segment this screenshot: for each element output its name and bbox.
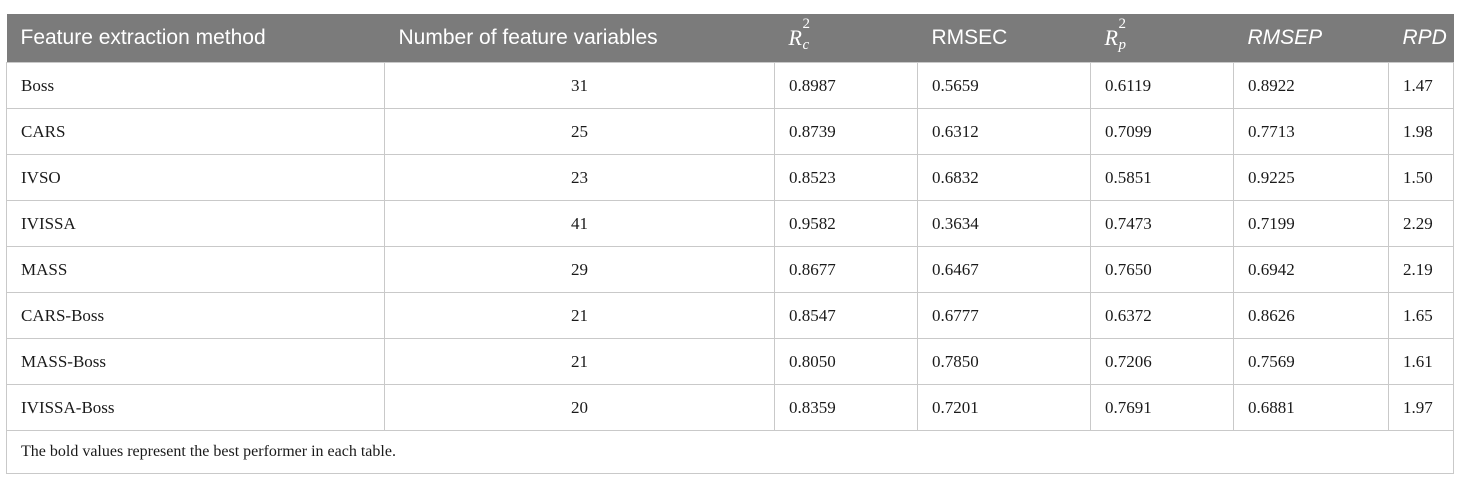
header-method: Feature extraction method <box>6 14 385 63</box>
cell-num-vars: 21 <box>384 338 775 385</box>
cell-rpd: 1.50 <box>1388 154 1454 201</box>
table-row: MASS-Boss 21 0.8050 0.7850 0.7206 0.7569… <box>6 338 1454 385</box>
table-row: Boss 31 0.8987 0.5659 0.6119 0.8922 1.47 <box>6 62 1454 109</box>
cell-rpd: 2.29 <box>1388 200 1454 247</box>
cell-rp2: 0.5851 <box>1090 154 1234 201</box>
cell-num-vars: 20 <box>384 384 775 431</box>
cell-rpd: 1.61 <box>1388 338 1454 385</box>
rc2-sup: 2 <box>802 16 811 32</box>
table-row: IVSO 23 0.8523 0.6832 0.5851 0.9225 1.50 <box>6 154 1454 201</box>
cell-rmsep: 0.7569 <box>1233 338 1389 385</box>
cell-rpd: 1.97 <box>1388 384 1454 431</box>
footnote-row: The bold values represent the best perfo… <box>6 430 1454 474</box>
cell-rp2: 0.7650 <box>1090 246 1234 293</box>
cell-rmsec: 0.7201 <box>917 384 1091 431</box>
cell-rc2: 0.8359 <box>774 384 918 431</box>
cell-method: CARS <box>6 108 385 155</box>
header-rpd-text: RPD <box>1402 26 1447 49</box>
rp2-sup: 2 <box>1118 16 1127 32</box>
cell-rmsec: 0.7850 <box>917 338 1091 385</box>
cell-rc2: 0.8547 <box>774 292 918 339</box>
cell-method: IVISSA-Boss <box>6 384 385 431</box>
table-row: CARS-Boss 21 0.8547 0.6777 0.6372 0.8626… <box>6 292 1454 339</box>
header-row: Feature extraction method Number of feat… <box>6 14 1454 63</box>
cell-rmsep: 0.6942 <box>1233 246 1389 293</box>
cell-num-vars: 41 <box>384 200 775 247</box>
header-rpd: RPD <box>1388 14 1454 63</box>
cell-num-vars: 25 <box>384 108 775 155</box>
cell-num-vars: 31 <box>384 62 775 109</box>
cell-rmsep: 0.9225 <box>1233 154 1389 201</box>
header-rmsec: RMSEC <box>917 14 1091 63</box>
header-rmsep: RMSEP <box>1233 14 1389 63</box>
cell-method: CARS-Boss <box>6 292 385 339</box>
cell-rmsep: 0.6881 <box>1233 384 1389 431</box>
cell-rc2: 0.8050 <box>774 338 918 385</box>
rp2-base: R <box>1104 25 1118 50</box>
cell-rmsec: 0.6832 <box>917 154 1091 201</box>
cell-rmsep: 0.8922 <box>1233 62 1389 109</box>
cell-rmsep: 0.7713 <box>1233 108 1389 155</box>
cell-method: IVSO <box>6 154 385 201</box>
rp2-sub: p <box>1118 37 1127 53</box>
table-footnote: The bold values represent the best perfo… <box>6 430 1454 474</box>
table-row: IVISSA 41 0.9582 0.3634 0.7473 0.7199 2.… <box>6 200 1454 247</box>
table-header: Feature extraction method Number of feat… <box>6 14 1454 63</box>
cell-rpd: 2.19 <box>1388 246 1454 293</box>
table-row: CARS 25 0.8739 0.6312 0.7099 0.7713 1.98 <box>6 108 1454 155</box>
cell-rmsep: 0.8626 <box>1233 292 1389 339</box>
cell-rpd: 1.65 <box>1388 292 1454 339</box>
table-row: MASS 29 0.8677 0.6467 0.7650 0.6942 2.19 <box>6 246 1454 293</box>
cell-method: MASS <box>6 246 385 293</box>
cell-rc2: 0.8739 <box>774 108 918 155</box>
rc2-base: R <box>788 25 802 50</box>
cell-method: Boss <box>6 62 385 109</box>
header-num-vars: Number of feature variables <box>384 14 775 63</box>
header-rmsep-text: RMSEP <box>1247 26 1323 49</box>
rc2-sub: c <box>802 37 810 53</box>
cell-rmsec: 0.6777 <box>917 292 1091 339</box>
cell-rp2: 0.6372 <box>1090 292 1234 339</box>
cell-rc2: 0.8987 <box>774 62 918 109</box>
cell-rp2: 0.6119 <box>1090 62 1234 109</box>
cell-num-vars: 23 <box>384 154 775 201</box>
cell-rp2: 0.7691 <box>1090 384 1234 431</box>
cell-rc2: 0.8523 <box>774 154 918 201</box>
results-table: Feature extraction method Number of feat… <box>6 14 1454 474</box>
cell-rmsec: 0.3634 <box>917 200 1091 247</box>
cell-rp2: 0.7473 <box>1090 200 1234 247</box>
results-table-container: Feature extraction method Number of feat… <box>6 14 1454 474</box>
cell-rpd: 1.98 <box>1388 108 1454 155</box>
cell-rp2: 0.7099 <box>1090 108 1234 155</box>
cell-num-vars: 29 <box>384 246 775 293</box>
cell-rmsep: 0.7199 <box>1233 200 1389 247</box>
cell-method: IVISSA <box>6 200 385 247</box>
cell-rp2: 0.7206 <box>1090 338 1234 385</box>
table-row: IVISSA-Boss 20 0.8359 0.7201 0.7691 0.68… <box>6 384 1454 431</box>
cell-rpd: 1.47 <box>1388 62 1454 109</box>
cell-rmsec: 0.6467 <box>917 246 1091 293</box>
cell-rc2: 0.8677 <box>774 246 918 293</box>
cell-num-vars: 21 <box>384 292 775 339</box>
cell-rmsec: 0.5659 <box>917 62 1091 109</box>
cell-method: MASS-Boss <box>6 338 385 385</box>
cell-rc2: 0.9582 <box>774 200 918 247</box>
cell-rmsec: 0.6312 <box>917 108 1091 155</box>
table-body: Boss 31 0.8987 0.5659 0.6119 0.8922 1.47… <box>6 62 1454 474</box>
